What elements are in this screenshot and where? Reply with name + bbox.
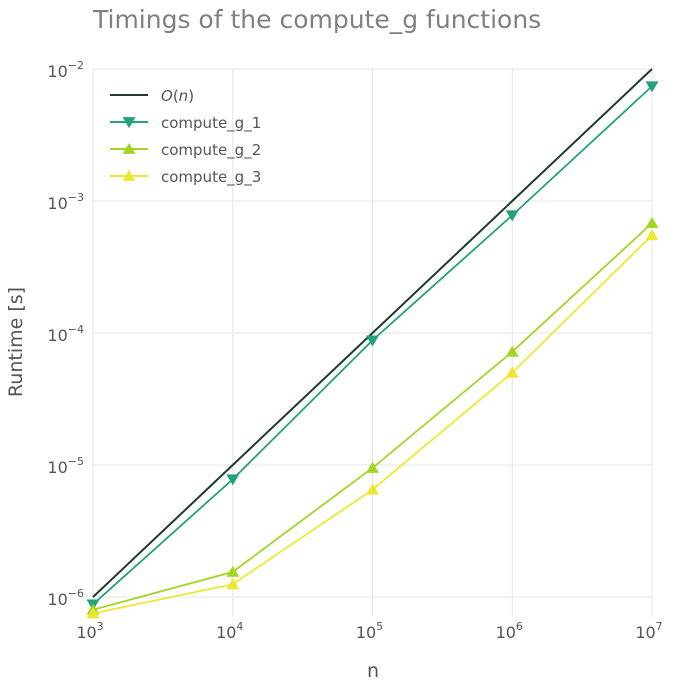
x-axis-label: n [367, 660, 379, 682]
legend-marker-2 [122, 142, 136, 154]
y-axis-ticks: 10−6 10−5 10−4 10−3 10−2 [47, 59, 84, 609]
y-tick-label-2: 10−4 [47, 323, 84, 345]
legend-item-3: compute_g_3 [110, 168, 261, 187]
series-3-point-0 [86, 607, 100, 619]
x-tick-label-3: 106 [496, 620, 523, 642]
series-1-point-3 [505, 210, 519, 222]
legend-item-0: O(n) [110, 87, 194, 105]
series-0 [92, 68, 653, 598]
y-tick-label-1: 10−5 [47, 455, 84, 477]
series-2-point-3 [505, 345, 519, 357]
legend-marker-1 [122, 117, 136, 129]
series-2-point-2 [366, 461, 379, 473]
x-axis-ticks: 103 104 105 106 107 [76, 620, 662, 642]
x-tick-label-1: 104 [216, 620, 243, 642]
legend-item-1: compute_g_1 [110, 114, 261, 133]
series-3-point-3 [505, 366, 519, 378]
x-tick-label-4: 107 [635, 620, 662, 642]
legend-label-0: O(n) [161, 87, 194, 105]
legend-label-1: compute_g_1 [161, 114, 261, 133]
y-tick-label-0: 10−6 [47, 587, 84, 609]
series-3-point-4 [645, 229, 659, 241]
legend-item-2: compute_g_2 [110, 141, 261, 160]
series-3-point-1 [226, 578, 240, 590]
plot-area [86, 68, 659, 619]
grid [92, 68, 653, 617]
series-line-0 [92, 68, 653, 598]
series-1-point-4 [645, 81, 659, 93]
y-tick-label-3: 10−3 [47, 191, 84, 213]
series-1-point-2 [366, 335, 379, 347]
series-3 [86, 229, 659, 619]
y-axis-label: Runtime [s] [5, 287, 27, 397]
x-tick-label-2: 105 [356, 620, 383, 642]
legend-marker-3 [122, 169, 136, 181]
series-1-point-1 [226, 474, 240, 486]
series-1 [86, 81, 659, 611]
y-tick-label-4: 10−2 [47, 59, 84, 81]
series-2-point-4 [645, 216, 659, 228]
chart-title: Timings of the compute_g functions [92, 5, 541, 34]
series-2-point-1 [226, 565, 240, 577]
x-tick-label-0: 103 [76, 620, 103, 642]
legend-label-2: compute_g_2 [161, 141, 261, 160]
series-3-point-2 [366, 483, 379, 495]
legend-label-3: compute_g_3 [161, 168, 261, 187]
legend: O(n) compute_g_1 compute_g_2 compute_g_3 [110, 87, 261, 187]
